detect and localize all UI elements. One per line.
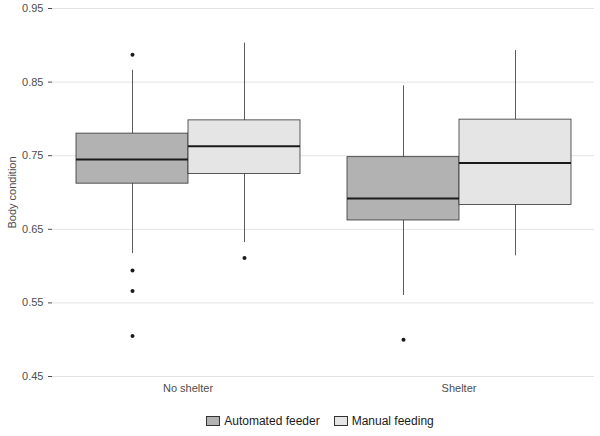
svg-text:0.85: 0.85	[22, 76, 43, 88]
svg-text:Shelter: Shelter	[442, 382, 477, 394]
svg-text:0.75: 0.75	[22, 149, 43, 161]
html-text:Manual feeding: Manual feeding	[351, 414, 434, 428]
html-text:Automated feeder: Automated feeder	[224, 414, 320, 428]
svg-text:0.55: 0.55	[22, 296, 43, 308]
svg-text:0.45: 0.45	[22, 370, 43, 382]
svg-text:0.95: 0.95	[22, 2, 43, 14]
svg-text:0.65: 0.65	[22, 223, 43, 235]
svg-text:Body condition: Body condition	[6, 156, 18, 228]
svg-text:No shelter: No shelter	[163, 382, 213, 394]
